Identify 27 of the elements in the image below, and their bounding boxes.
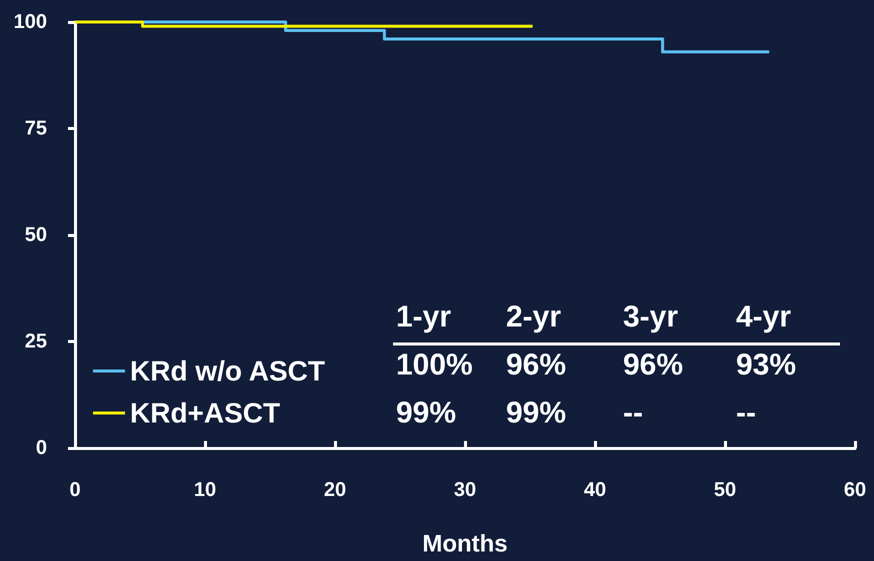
- x-tick-label: 30: [454, 479, 476, 501]
- x-tick-label: 0: [69, 479, 81, 501]
- annotation: 96%: [506, 348, 566, 382]
- x-axis-title: Months: [422, 530, 508, 558]
- legend-label: KRd+ASCT: [130, 398, 280, 428]
- annotation: --: [623, 396, 643, 430]
- x-tick-label: 20: [324, 479, 346, 501]
- annotation: --: [736, 396, 756, 430]
- annotation: 4-yr: [736, 300, 792, 334]
- x-tick-label: 40: [584, 479, 606, 501]
- annotation: 93%: [736, 348, 796, 382]
- annotation: 2-yr: [506, 300, 562, 334]
- y-tick-label: 25: [24, 330, 47, 352]
- y-tick-label: 100: [14, 11, 47, 33]
- x-tick-label: 10: [194, 479, 216, 501]
- x-tick-label: 50: [714, 479, 736, 501]
- annotation: 99%: [506, 396, 566, 430]
- annotation: 99%: [396, 396, 456, 430]
- y-tick-label: 75: [24, 118, 47, 140]
- annotation: 100%: [396, 348, 473, 382]
- y-tick-label: 0: [36, 437, 47, 459]
- annotation: 96%: [623, 348, 684, 382]
- legend-label: KRd w/o ASCT: [130, 356, 325, 386]
- annotation: 1-yr: [396, 300, 452, 334]
- y-tick-label: 50: [24, 224, 47, 246]
- x-tick-label: 60: [844, 479, 866, 501]
- annotation: 3-yr: [622, 300, 678, 334]
